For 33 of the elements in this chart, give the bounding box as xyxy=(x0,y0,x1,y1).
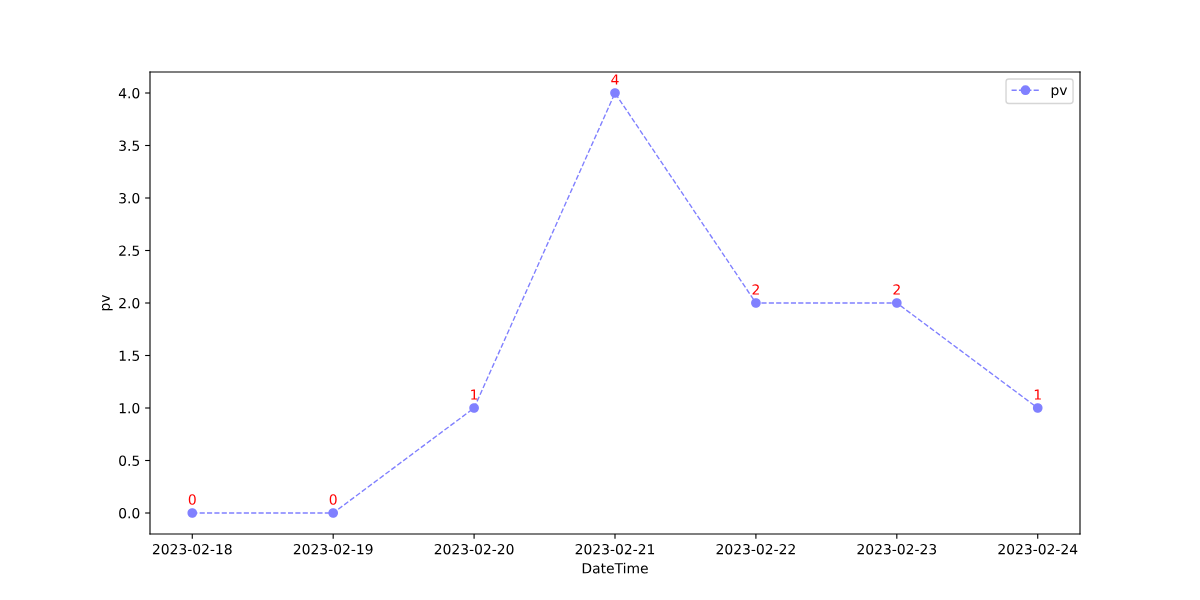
legend-label: pv xyxy=(1051,87,1068,98)
x-tick-label: 2023-02-18 xyxy=(152,543,232,555)
data-label: 2 xyxy=(893,284,900,295)
data-label: 0 xyxy=(188,494,196,505)
point xyxy=(187,508,198,518)
x-axis-title: DateTime xyxy=(582,562,648,574)
y-tick-label: 3.5 xyxy=(119,140,140,151)
y-tick-label: 0.0 xyxy=(119,507,140,519)
data-label: 0 xyxy=(329,494,337,505)
y-tick-label: 4.0 xyxy=(118,87,140,99)
y-tick-label: 1.0 xyxy=(119,402,140,414)
x-tick-label: 2023-02-23 xyxy=(857,543,937,555)
point xyxy=(751,298,761,308)
x-tick-label: 2023-02-22 xyxy=(716,543,795,555)
x-tick-label: 2023-02-21 xyxy=(575,543,655,555)
point xyxy=(328,508,339,518)
x-tick-label: 2023-02-24 xyxy=(998,543,1078,555)
x-tick-label: 2023-02-20 xyxy=(434,543,514,555)
y-tick-label: 1.5 xyxy=(119,350,140,361)
x-tick-label: 2023-02-19 xyxy=(293,543,373,555)
y-tick-label: 2.0 xyxy=(119,297,140,309)
data-label: 1 xyxy=(471,389,478,400)
point xyxy=(891,298,902,308)
point xyxy=(1032,403,1043,413)
y-tick-label: 3.0 xyxy=(119,192,140,204)
data-label: 1 xyxy=(1034,389,1041,400)
y-tick-label: 2.5 xyxy=(119,245,140,256)
data-label: 2 xyxy=(752,284,759,295)
point xyxy=(610,88,620,98)
data-label: 4 xyxy=(611,74,619,85)
point xyxy=(469,403,479,413)
y-tick-label: 0.5 xyxy=(119,455,140,466)
y-axis-title: pv xyxy=(101,294,113,311)
